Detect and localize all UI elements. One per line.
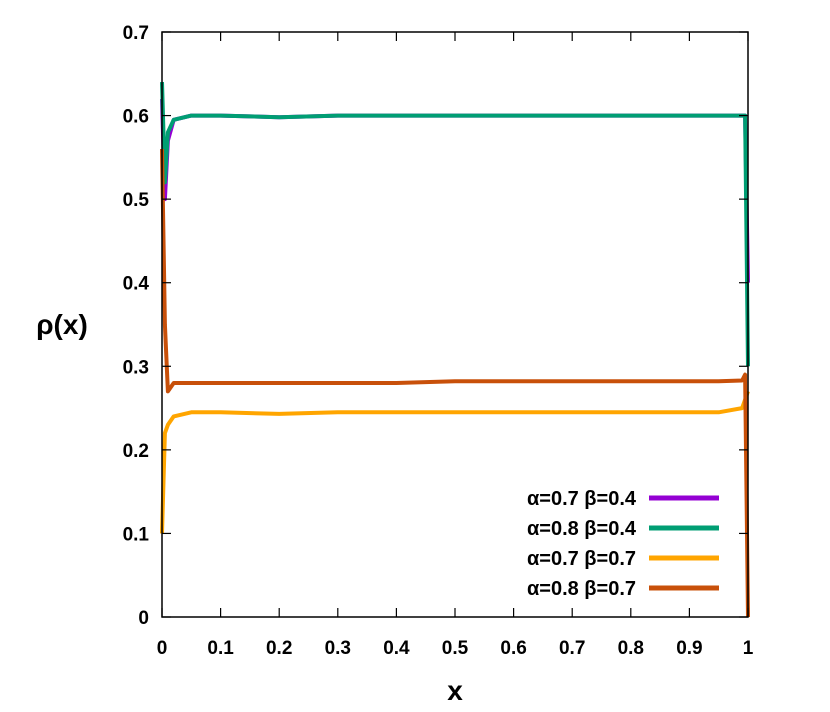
y-tick-label: 0.3: [123, 357, 149, 378]
y-tick-label: 0.7: [123, 23, 149, 44]
x-tick-label: 0.8: [618, 638, 644, 659]
y-tick-label: 0.1: [123, 524, 150, 545]
y-tick-labels: 0 0.1 0.2 0.3 0.4 0.5 0.6 0.7: [123, 23, 150, 629]
x-axis-label: x: [447, 675, 463, 706]
x-tick-label: 0.4: [383, 638, 410, 659]
legend-label: α=0.8 β=0.4: [527, 518, 637, 540]
x-tick-label: 0.1: [207, 638, 234, 659]
legend-label: α=0.7 β=0.4: [527, 488, 637, 510]
x-tick-label: 0.9: [676, 638, 702, 659]
tick-marks: [161, 31, 749, 618]
plot-area: [162, 32, 748, 617]
legend: α=0.7 β=0.4 α=0.8 β=0.4 α=0.7 β=0.7 α=0.8 β…: [527, 488, 719, 600]
x-tick-labels: 0 0.1 0.2 0.3 0.4 0.5 0.6 0.7 0.8 0.9 1: [157, 638, 754, 659]
plot-background: [162, 32, 748, 617]
series-line-3: [160, 390, 750, 534]
series-line-2: [160, 82, 750, 367]
x-tick-label: 1: [743, 638, 754, 659]
x-tick-label: 0.7: [559, 638, 585, 659]
y-tick-label: 0.6: [123, 107, 149, 128]
x-tick-label: 0.6: [500, 638, 526, 659]
legend-label: α=0.8 β=0.7: [527, 578, 636, 600]
x-tick-label: 0: [157, 638, 168, 659]
y-tick-label: 0.4: [123, 274, 150, 295]
y-tick-label: 0.5: [123, 190, 150, 211]
series-layer: [160, 82, 750, 618]
x-tick-label: 0.3: [325, 638, 351, 659]
legend-label: α=0.7 β=0.7: [527, 548, 636, 570]
y-tick-label: 0.2: [123, 441, 149, 462]
y-tick-label: 0: [138, 608, 149, 629]
series-line-4: [160, 148, 750, 618]
x-tick-label: 0.5: [442, 638, 469, 659]
y-axis-label: ρ(x): [36, 309, 88, 340]
x-tick-label: 0.2: [266, 638, 292, 659]
